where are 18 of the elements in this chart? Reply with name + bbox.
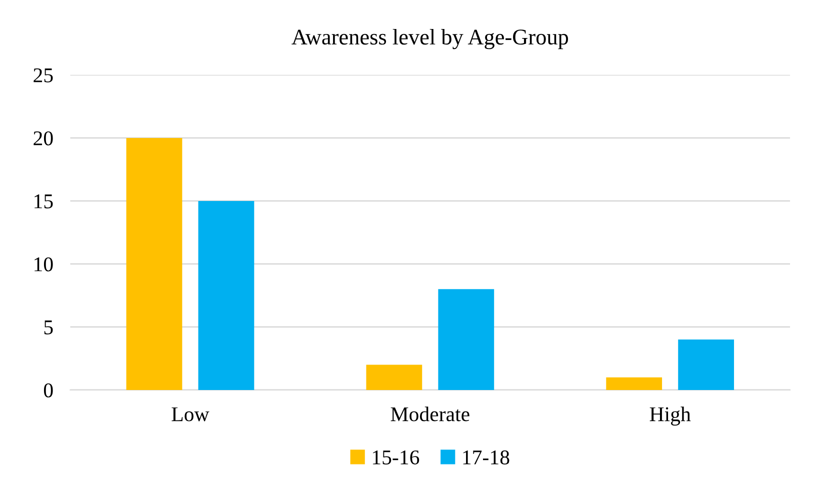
x-tick-label: Moderate — [390, 406, 470, 422]
chart-title: Awareness level by Age-Group — [292, 28, 568, 50]
y-tick-label: 0 — [44, 383, 53, 398]
bar — [126, 138, 182, 390]
y-tick-label: 15 — [34, 194, 53, 208]
legend-label: 17-18 — [463, 450, 510, 464]
bar — [198, 200, 254, 390]
bar — [438, 289, 494, 390]
x-tick-label: Low — [172, 407, 210, 422]
y-tick-label: 20 — [34, 131, 53, 146]
bar — [606, 377, 662, 390]
y-tick-label: 25 — [34, 68, 53, 82]
bar — [678, 340, 734, 390]
y-tick-label: 10 — [34, 257, 53, 272]
x-tick-label: High — [650, 406, 691, 426]
y-tick-label: 5 — [44, 320, 53, 334]
legend-label: 15-16 — [372, 450, 420, 464]
bar — [366, 364, 422, 390]
